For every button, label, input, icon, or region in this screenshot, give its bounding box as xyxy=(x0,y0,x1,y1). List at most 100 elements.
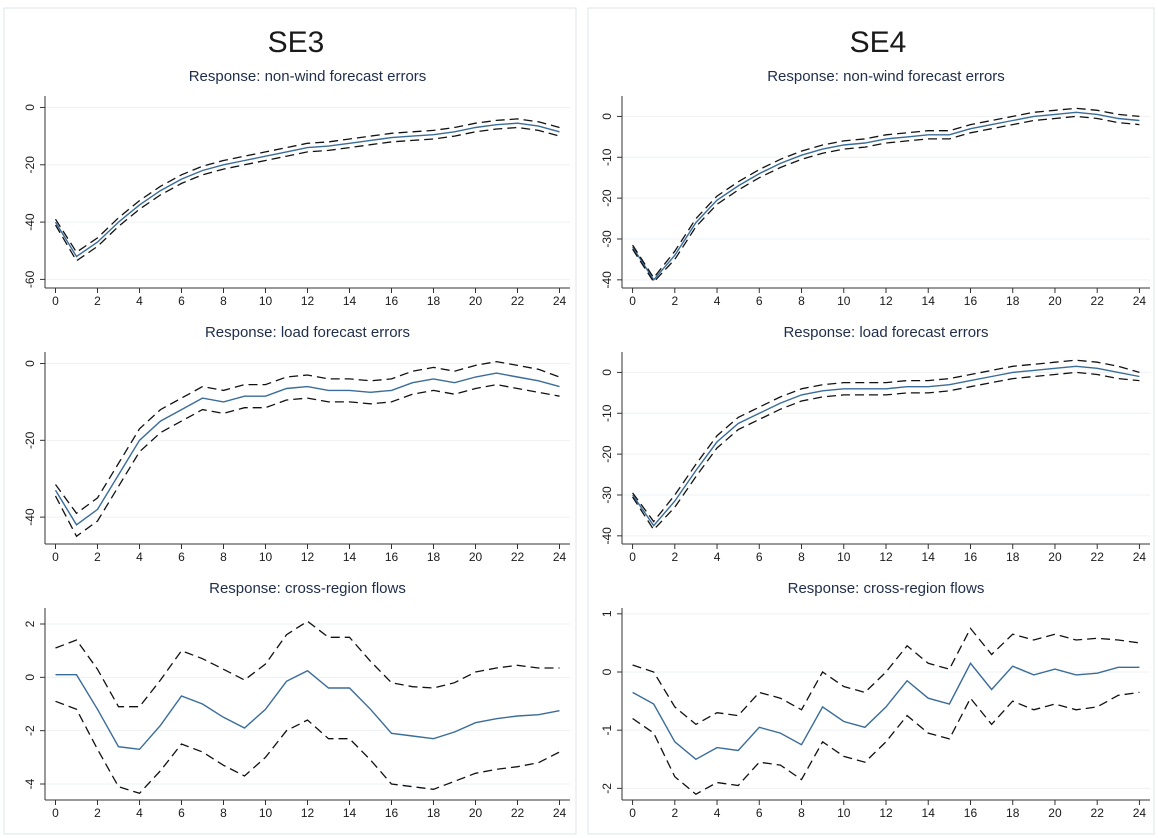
x-tick-label: 12 xyxy=(301,550,315,564)
x-tick-label: 4 xyxy=(136,806,143,820)
x-tick-label: 20 xyxy=(1048,806,1062,820)
x-tick-label: 14 xyxy=(343,550,357,564)
y-tick-label: -20 xyxy=(600,445,614,463)
x-tick-label: 22 xyxy=(511,294,525,308)
y-tick-label: -40 xyxy=(23,213,37,231)
y-tick-label: 0 xyxy=(23,674,37,681)
confidence-band-line xyxy=(632,359,1140,523)
x-tick-label: 0 xyxy=(629,806,636,820)
x-tick-label: 14 xyxy=(343,806,357,820)
x-tick-label: 14 xyxy=(922,294,936,308)
response-line xyxy=(54,372,560,526)
x-tick-label: 2 xyxy=(94,294,101,308)
subplot-title: Response: cross-region flows xyxy=(209,580,406,597)
x-tick-label: 20 xyxy=(469,294,483,308)
x-tick-label: 8 xyxy=(798,806,805,820)
x-tick-label: 6 xyxy=(178,550,185,564)
x-tick-label: 6 xyxy=(756,550,763,564)
x-tick-label: 16 xyxy=(385,806,399,820)
x-tick-label: 4 xyxy=(136,550,143,564)
subplot-title: Response: non-wind forecast errors xyxy=(189,68,427,85)
x-tick-label: 10 xyxy=(259,294,273,308)
x-tick-label: 0 xyxy=(629,294,636,308)
x-tick-label: 12 xyxy=(301,806,315,820)
x-tick-label: 18 xyxy=(1006,550,1020,564)
x-tick-label: 18 xyxy=(427,806,441,820)
x-tick-label: 14 xyxy=(922,550,936,564)
x-tick-label: 22 xyxy=(1091,294,1105,308)
x-tick-label: 4 xyxy=(714,294,721,308)
y-tick-label: 2 xyxy=(23,620,37,627)
column-title: SE4 xyxy=(850,26,907,59)
y-tick-label: 0 xyxy=(600,369,614,376)
x-tick-label: 18 xyxy=(427,550,441,564)
column-frame xyxy=(3,7,577,835)
y-tick-label: -2 xyxy=(23,725,37,736)
y-tick-label: 0 xyxy=(600,668,614,675)
x-tick-label: 12 xyxy=(301,294,315,308)
x-tick-label: 24 xyxy=(1133,294,1147,308)
x-tick-label: 4 xyxy=(136,294,143,308)
response-line xyxy=(632,111,1140,281)
subplot-title: Response: non-wind forecast errors xyxy=(767,68,1005,85)
y-tick-label: -40 xyxy=(600,271,614,289)
response-line xyxy=(632,662,1140,761)
confidence-band-line xyxy=(632,115,1140,283)
response-line xyxy=(55,669,560,751)
x-tick-label: 4 xyxy=(714,550,721,564)
x-tick-label: 2 xyxy=(671,806,678,820)
confidence-band-line xyxy=(632,107,1140,279)
x-tick-label: 8 xyxy=(798,294,805,308)
x-tick-label: 10 xyxy=(837,806,851,820)
x-tick-label: 12 xyxy=(879,550,893,564)
subplot-title: Response: cross-region flows xyxy=(788,580,985,597)
y-tick-label: -40 xyxy=(600,527,614,545)
x-tick-label: 14 xyxy=(922,806,936,820)
x-tick-label: 0 xyxy=(629,550,636,564)
x-tick-label: 20 xyxy=(1048,294,1062,308)
confidence-band-line xyxy=(54,118,560,254)
confidence-band-line xyxy=(632,371,1140,531)
subplot-title: Response: load forecast errors xyxy=(783,324,988,341)
x-tick-label: 20 xyxy=(469,550,483,564)
confidence-band-line xyxy=(54,126,560,262)
x-tick-label: 24 xyxy=(1133,550,1147,564)
y-tick-label: -30 xyxy=(600,230,614,248)
y-tick-label: -10 xyxy=(600,404,614,422)
x-tick-label: 22 xyxy=(511,550,525,564)
y-tick-label: -30 xyxy=(600,486,614,504)
x-tick-label: 10 xyxy=(837,550,851,564)
x-tick-label: 16 xyxy=(385,550,399,564)
x-tick-label: 20 xyxy=(469,806,483,820)
x-tick-label: 6 xyxy=(178,806,185,820)
x-tick-label: 10 xyxy=(259,806,273,820)
x-tick-label: 6 xyxy=(756,294,763,308)
x-tick-label: 16 xyxy=(964,550,978,564)
confidence-band-line xyxy=(632,627,1140,726)
y-tick-label: -1 xyxy=(600,725,614,736)
x-tick-label: 16 xyxy=(964,806,978,820)
x-tick-label: 8 xyxy=(220,294,227,308)
x-tick-label: 8 xyxy=(220,550,227,564)
x-tick-label: 4 xyxy=(714,806,721,820)
column-frame xyxy=(587,7,1155,835)
x-tick-label: 22 xyxy=(511,806,525,820)
confidence-band-line xyxy=(54,360,560,515)
x-tick-label: 6 xyxy=(756,806,763,820)
response-line xyxy=(632,365,1140,527)
x-tick-label: 2 xyxy=(671,294,678,308)
x-tick-label: 16 xyxy=(385,294,399,308)
x-tick-label: 10 xyxy=(837,294,851,308)
x-tick-label: 6 xyxy=(178,294,185,308)
y-tick-label: -2 xyxy=(600,783,614,794)
y-tick-label: -60 xyxy=(23,270,37,288)
y-tick-label: 1 xyxy=(600,610,614,617)
x-tick-label: 18 xyxy=(1006,806,1020,820)
x-tick-label: 22 xyxy=(1091,550,1105,564)
response-line xyxy=(54,122,560,258)
x-tick-label: 2 xyxy=(671,550,678,564)
x-tick-label: 14 xyxy=(343,294,357,308)
x-tick-label: 20 xyxy=(1048,550,1062,564)
